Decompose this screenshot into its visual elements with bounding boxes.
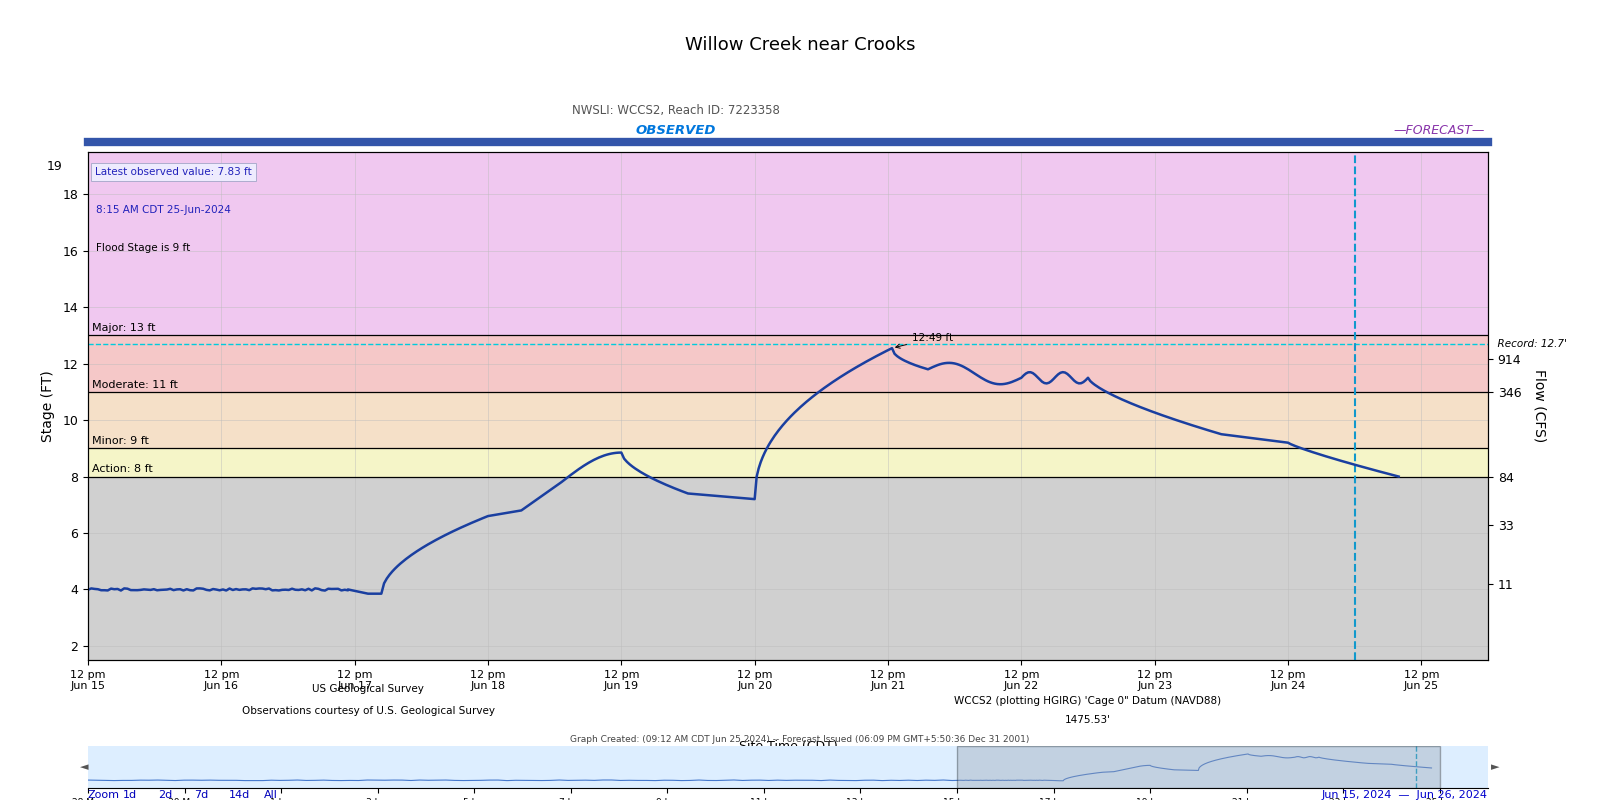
X-axis label: Site Time (CDT): Site Time (CDT) — [739, 740, 837, 753]
Text: ◄: ◄ — [80, 762, 88, 772]
Bar — [88, 124, 1488, 335]
Text: Latest observed value: 7.83 ft: Latest observed value: 7.83 ft — [94, 167, 251, 178]
Text: 1d: 1d — [123, 790, 138, 800]
Bar — [88, 477, 1488, 660]
Text: 12:49 ft: 12:49 ft — [896, 333, 954, 348]
Text: WCCS2 (plotting HGIRG) 'Cage 0" Datum (NAVD88): WCCS2 (plotting HGIRG) 'Cage 0" Datum (N… — [955, 696, 1221, 706]
Text: Graph Created: (09:12 AM CDT Jun 25 2024) -- Forecast Issued (06:09 PM GMT+5:50:: Graph Created: (09:12 AM CDT Jun 25 2024… — [570, 735, 1030, 744]
Text: 14d: 14d — [229, 790, 250, 800]
Text: 8:15 AM CDT 25-Jun-2024: 8:15 AM CDT 25-Jun-2024 — [96, 206, 232, 215]
Text: Action: 8 ft: Action: 8 ft — [93, 464, 154, 474]
Text: NWSLI: WCCS2, Reach ID: 7223358: NWSLI: WCCS2, Reach ID: 7223358 — [573, 104, 779, 117]
Text: 7d: 7d — [194, 790, 208, 800]
Text: —FORECAST—: —FORECAST— — [1394, 124, 1485, 138]
Bar — [88, 448, 1488, 477]
Text: OBSERVED: OBSERVED — [635, 124, 717, 138]
Y-axis label: Stage (FT): Stage (FT) — [42, 370, 56, 442]
Text: Zoom: Zoom — [88, 790, 120, 800]
Text: 1475.53': 1475.53' — [1066, 715, 1110, 725]
Text: US Geological Survey: US Geological Survey — [312, 684, 424, 694]
Text: Moderate: 11 ft: Moderate: 11 ft — [93, 380, 178, 390]
Text: ►: ► — [1491, 762, 1499, 772]
Bar — [88, 335, 1488, 392]
Text: Major: 13 ft: Major: 13 ft — [93, 323, 155, 333]
Text: Jun 15, 2024  —  Jun 26, 2024: Jun 15, 2024 — Jun 26, 2024 — [1322, 790, 1488, 800]
Text: Willow Creek near Crooks: Willow Creek near Crooks — [685, 36, 915, 54]
Bar — [957, 746, 1440, 788]
Text: 19: 19 — [46, 160, 62, 173]
Text: Observations courtesy of U.S. Geological Survey: Observations courtesy of U.S. Geological… — [242, 706, 494, 715]
FancyBboxPatch shape — [957, 746, 1440, 788]
Bar — [88, 392, 1488, 448]
Text: All: All — [264, 790, 278, 800]
Text: 2d: 2d — [158, 790, 173, 800]
Text: Record: 12.7': Record: 12.7' — [1491, 339, 1566, 349]
Text: Minor: 9 ft: Minor: 9 ft — [93, 436, 149, 446]
Text: Flood Stage is 9 ft: Flood Stage is 9 ft — [96, 243, 190, 254]
Y-axis label: Flow (CFS): Flow (CFS) — [1533, 370, 1546, 442]
